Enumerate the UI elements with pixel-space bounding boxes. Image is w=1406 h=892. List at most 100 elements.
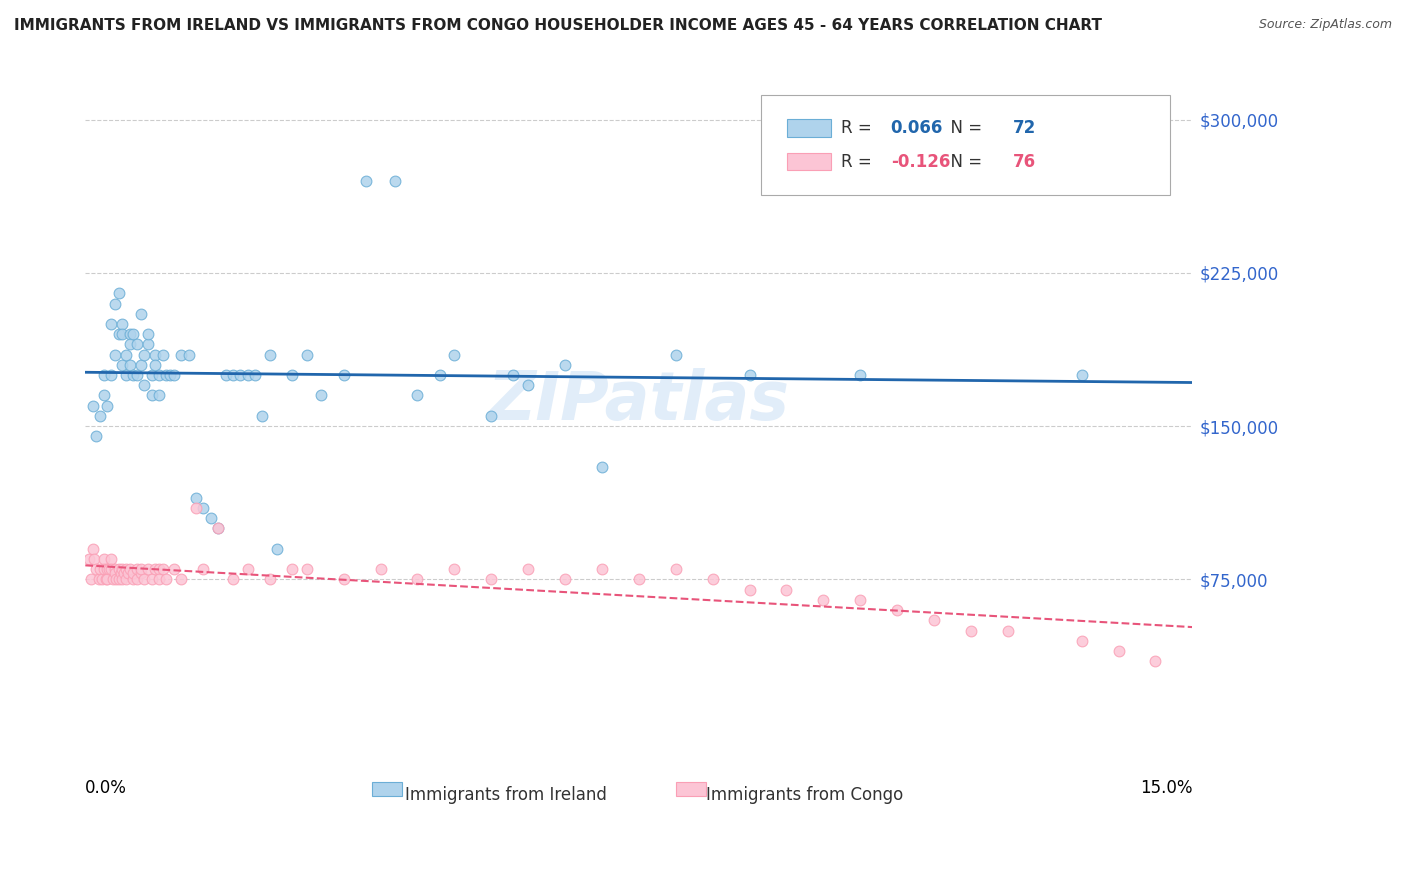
Point	[136, 337, 159, 351]
Point	[118, 562, 141, 576]
Point	[115, 562, 138, 576]
Point	[104, 566, 127, 581]
Point	[141, 573, 163, 587]
Point	[813, 592, 835, 607]
Point	[591, 460, 613, 475]
Text: 72: 72	[1012, 120, 1036, 137]
Point	[259, 573, 281, 587]
Point	[159, 368, 181, 382]
Point	[295, 562, 318, 576]
Point	[107, 562, 129, 576]
Point	[90, 573, 112, 587]
Point	[125, 337, 148, 351]
Point	[775, 582, 797, 597]
Point	[886, 603, 908, 617]
Point	[163, 368, 186, 382]
Point	[184, 491, 207, 505]
Point	[94, 573, 117, 587]
Point	[96, 562, 118, 576]
Point	[1070, 368, 1092, 382]
Point	[252, 409, 274, 423]
Point	[112, 566, 135, 581]
Point	[295, 348, 318, 362]
FancyBboxPatch shape	[787, 120, 831, 137]
Point	[125, 368, 148, 382]
Point	[136, 562, 159, 576]
Point	[93, 368, 115, 382]
Point	[104, 296, 127, 310]
Point	[200, 511, 222, 525]
Point	[122, 327, 145, 342]
Point	[148, 562, 170, 576]
Point	[111, 562, 134, 576]
Point	[148, 573, 170, 587]
Point	[370, 562, 392, 576]
Text: IMMIGRANTS FROM IRELAND VS IMMIGRANTS FROM CONGO HOUSEHOLDER INCOME AGES 45 - 64: IMMIGRANTS FROM IRELAND VS IMMIGRANTS FR…	[14, 18, 1102, 33]
Point	[105, 573, 128, 587]
Point	[222, 368, 245, 382]
Point	[136, 327, 159, 342]
Point	[115, 368, 138, 382]
Point	[83, 552, 105, 566]
Point	[145, 348, 167, 362]
Point	[554, 358, 576, 372]
Point	[443, 348, 465, 362]
Point	[115, 573, 138, 587]
Point	[152, 562, 174, 576]
Point	[738, 582, 761, 597]
Point	[207, 521, 229, 535]
Point	[118, 358, 141, 372]
Point	[117, 566, 139, 581]
Point	[266, 541, 288, 556]
Point	[243, 368, 266, 382]
Point	[93, 562, 115, 576]
Point	[1144, 654, 1167, 668]
Point	[100, 562, 122, 576]
Point	[110, 566, 132, 581]
Text: Immigrants from Congo: Immigrants from Congo	[706, 786, 904, 804]
Point	[93, 552, 115, 566]
Point	[118, 327, 141, 342]
Point	[141, 388, 163, 402]
Text: 0.0%: 0.0%	[86, 780, 127, 797]
Point	[443, 562, 465, 576]
Point	[591, 562, 613, 576]
Point	[129, 566, 152, 581]
Point	[80, 573, 103, 587]
Point	[311, 388, 333, 402]
Point	[125, 562, 148, 576]
Point	[236, 562, 259, 576]
Text: Source: ZipAtlas.com: Source: ZipAtlas.com	[1258, 18, 1392, 31]
Point	[332, 573, 354, 587]
Point	[115, 348, 138, 362]
Point	[479, 573, 502, 587]
Text: -0.126: -0.126	[890, 153, 950, 170]
Point	[100, 552, 122, 566]
Point	[702, 573, 724, 587]
Text: N =: N =	[941, 153, 988, 170]
Point	[170, 573, 193, 587]
Text: 15.0%: 15.0%	[1140, 780, 1192, 797]
Point	[82, 399, 104, 413]
Point	[145, 358, 167, 372]
Point	[111, 573, 134, 587]
Point	[111, 358, 134, 372]
Point	[111, 327, 134, 342]
Point	[554, 573, 576, 587]
Point	[122, 573, 145, 587]
Point	[77, 552, 100, 566]
Point	[384, 174, 406, 188]
Point	[82, 541, 104, 556]
Point	[170, 348, 193, 362]
Text: 0.066: 0.066	[890, 120, 943, 137]
Point	[134, 348, 156, 362]
Point	[997, 624, 1019, 638]
FancyBboxPatch shape	[761, 95, 1170, 194]
Point	[1070, 633, 1092, 648]
Point	[93, 388, 115, 402]
Point	[281, 562, 304, 576]
Point	[107, 573, 129, 587]
Point	[177, 348, 200, 362]
Point	[738, 368, 761, 382]
Point	[152, 348, 174, 362]
